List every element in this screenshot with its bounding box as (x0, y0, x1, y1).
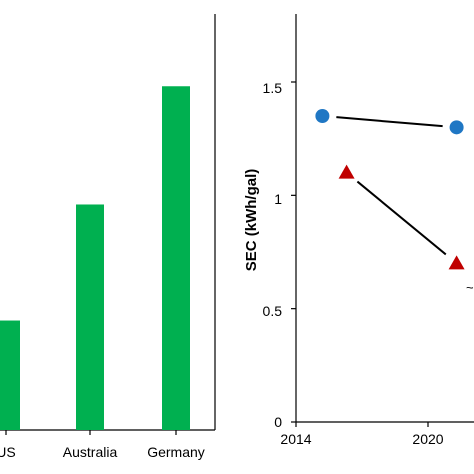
sec-series-1-point-1 (315, 109, 330, 123)
sec-series-2-point-2 (448, 255, 465, 270)
sec-series-lines (336, 116, 447, 256)
sec-y-tick-labels: 0 0.5 1 1.5 (263, 80, 283, 430)
bar-x-ticks (5, 430, 177, 435)
sec-x-tick-labels: 2014 2020 (280, 431, 443, 447)
sec-series-1-point-2 (449, 120, 464, 135)
sec-x-tick-label-2014: 2014 (280, 431, 311, 447)
sec-x-ticks (295, 422, 429, 427)
bar-marks (0, 86, 190, 431)
sec-chart-panel: 0 0.5 1 1.5 2014 2020 SEC (kWh/gal) ~ (243, 14, 474, 447)
bar-x-tick-label-germany: Germany (147, 444, 205, 460)
sec-series-2-connector (356, 180, 447, 256)
sec-y-axis-title: SEC (kWh/gal) (243, 169, 260, 272)
bar-chart-panel: US Australia Germany (0, 14, 216, 460)
bar-germany (162, 86, 190, 431)
bar-us (0, 320, 20, 430)
sec-series-1-connector (336, 116, 443, 128)
sec-series-markers (315, 109, 465, 270)
bar-x-tick-label-australia: Australia (63, 444, 118, 460)
sec-y-tick-label-1-5: 1.5 (263, 80, 283, 96)
sec-x-tick-label-2020: 2020 (412, 431, 443, 447)
sec-partial-annotation: ~ (466, 280, 474, 295)
sec-y-ticks (291, 81, 296, 423)
sec-series-2-point-1 (338, 164, 355, 179)
sec-y-tick-label-0: 0 (274, 414, 282, 430)
bar-x-tick-label-us: US (0, 444, 16, 460)
bar-x-tick-labels: US Australia Germany (0, 444, 205, 460)
sec-y-tick-label-0-5: 0.5 (263, 303, 283, 319)
sec-y-tick-label-1: 1 (274, 191, 282, 207)
bar-australia (76, 204, 104, 430)
